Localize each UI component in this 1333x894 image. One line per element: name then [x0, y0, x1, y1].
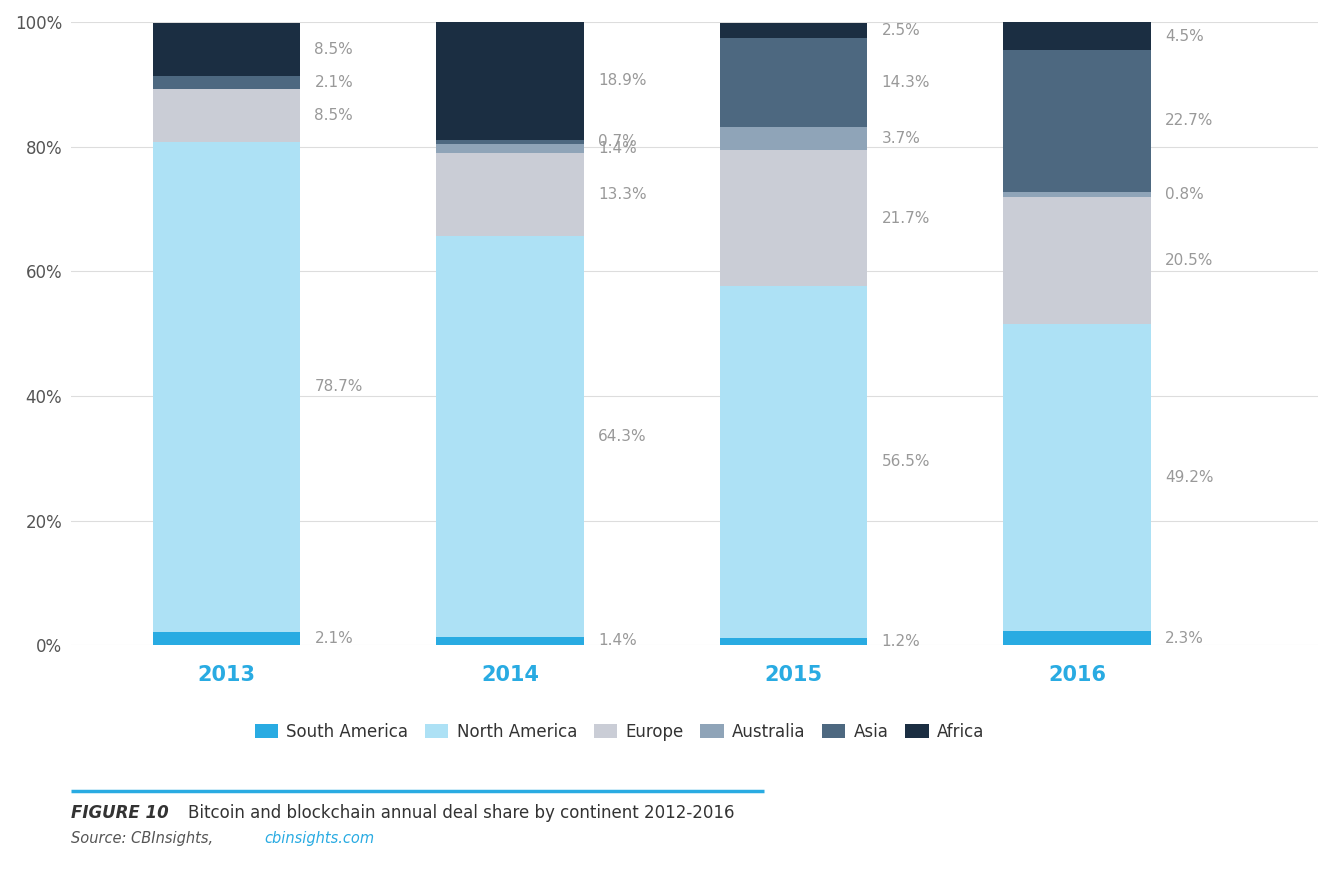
Bar	[436, 637, 584, 645]
Text: 8.5%: 8.5%	[315, 42, 353, 56]
Bar	[1004, 22, 1150, 50]
Bar	[436, 22, 584, 139]
Bar	[153, 141, 300, 632]
Text: cbinsights.com: cbinsights.com	[264, 831, 375, 846]
Text: FIGURE 10: FIGURE 10	[71, 804, 168, 822]
Text: 1.4%: 1.4%	[599, 634, 637, 648]
Bar	[1004, 631, 1150, 645]
Bar	[1004, 197, 1150, 325]
Text: 49.2%: 49.2%	[1165, 470, 1213, 485]
Text: 2.5%: 2.5%	[881, 23, 920, 38]
Text: 18.9%: 18.9%	[599, 73, 647, 89]
Bar	[720, 637, 868, 645]
Text: 1.4%: 1.4%	[599, 141, 637, 156]
Text: 13.3%: 13.3%	[599, 187, 647, 202]
Text: 56.5%: 56.5%	[881, 454, 930, 469]
Bar	[720, 22, 868, 38]
Text: 14.3%: 14.3%	[881, 75, 930, 90]
Bar	[720, 150, 868, 286]
Text: 8.5%: 8.5%	[315, 107, 353, 122]
Bar	[720, 286, 868, 637]
Text: 0.7%: 0.7%	[599, 134, 637, 149]
Bar	[153, 89, 300, 141]
Text: 3.7%: 3.7%	[881, 131, 920, 147]
Bar	[720, 38, 868, 127]
Bar	[1004, 325, 1150, 631]
Text: 4.5%: 4.5%	[1165, 29, 1204, 44]
Text: 78.7%: 78.7%	[315, 379, 363, 394]
Bar	[436, 139, 584, 144]
Text: 2.3%: 2.3%	[1165, 630, 1204, 645]
Bar	[153, 76, 300, 89]
Text: 64.3%: 64.3%	[599, 429, 647, 443]
Bar	[1004, 50, 1150, 191]
Text: 0.8%: 0.8%	[1165, 187, 1204, 201]
Bar	[153, 632, 300, 645]
Bar	[153, 22, 300, 76]
Bar	[436, 236, 584, 637]
Text: 1.2%: 1.2%	[881, 634, 920, 649]
Bar	[1004, 191, 1150, 197]
Text: 2.1%: 2.1%	[315, 75, 353, 89]
Text: 20.5%: 20.5%	[1165, 253, 1213, 268]
Bar	[436, 144, 584, 153]
Bar	[436, 153, 584, 236]
Legend: South America, North America, Europe, Australia, Asia, Africa: South America, North America, Europe, Au…	[248, 716, 990, 747]
Text: Source: CBInsights,: Source: CBInsights,	[71, 831, 217, 846]
Text: 21.7%: 21.7%	[881, 211, 930, 225]
Text: 22.7%: 22.7%	[1165, 114, 1213, 129]
Bar	[720, 127, 868, 150]
Text: 2.1%: 2.1%	[315, 631, 353, 646]
Text: Bitcoin and blockchain annual deal share by continent 2012-2016: Bitcoin and blockchain annual deal share…	[188, 804, 734, 822]
